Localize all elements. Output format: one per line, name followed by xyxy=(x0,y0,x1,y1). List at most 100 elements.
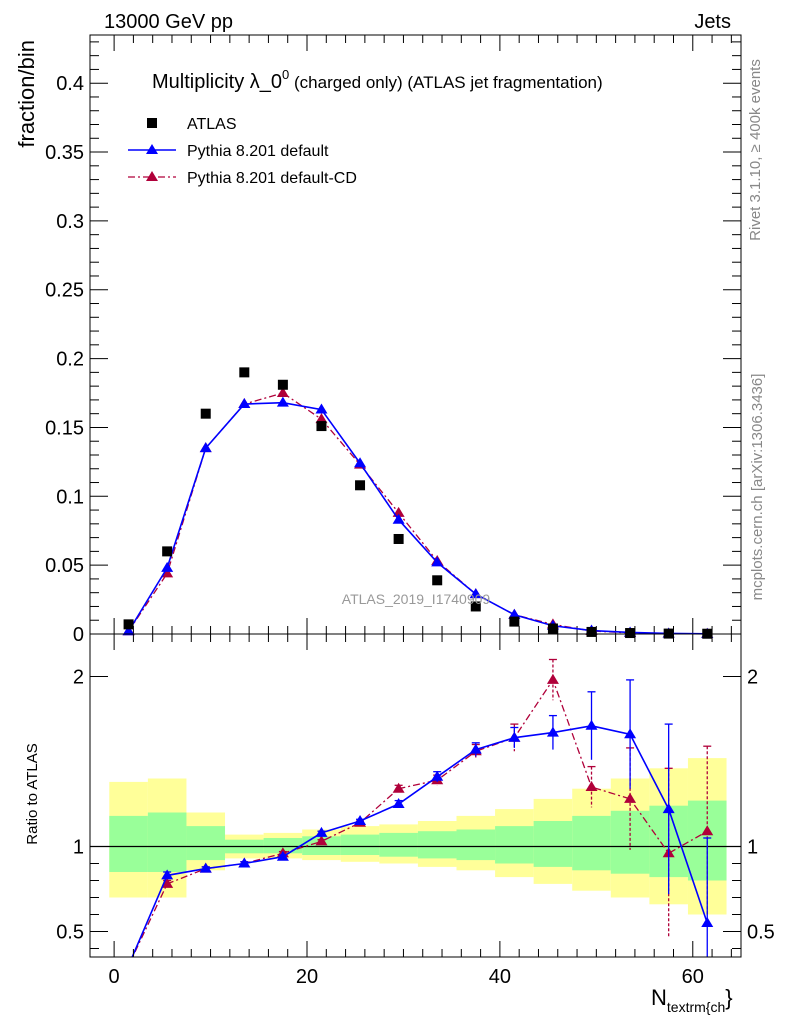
ratio-series-point xyxy=(585,719,598,730)
main-ytick-label: 0.3 xyxy=(56,211,84,233)
ratio-series-point xyxy=(315,826,328,837)
main-ytick-label: 0 xyxy=(73,624,84,646)
ratio-ylabel: Ratio to ATLAS xyxy=(24,743,41,844)
ratio-ytick-label: 0.5 xyxy=(56,922,84,944)
main-ytick-label: 0.4 xyxy=(56,73,84,95)
main-series-point xyxy=(392,513,405,524)
main-series-point xyxy=(315,413,328,424)
ratio-xtick-label: 20 xyxy=(296,966,318,988)
main-series-point xyxy=(315,403,328,414)
main-series-point xyxy=(354,457,367,468)
ratio-series-point xyxy=(392,782,405,793)
ratio-series-point xyxy=(508,731,521,742)
band-green xyxy=(109,815,148,872)
band-green xyxy=(186,826,226,861)
ratio-series-point xyxy=(431,770,444,781)
main-ylabel: fraction/bin xyxy=(14,40,39,148)
ratio-series-point xyxy=(199,862,212,873)
atlas-point xyxy=(316,421,327,432)
main-series-point xyxy=(276,396,289,407)
legend-label-atlas: ATLAS xyxy=(187,116,237,133)
ratio-frame xyxy=(89,633,742,958)
main-series-point xyxy=(161,567,174,578)
band-green xyxy=(302,836,341,855)
main-title-main: Multiplicity λ_0 xyxy=(152,71,282,93)
main-ytick-label: 0.1 xyxy=(56,486,84,508)
ratio-series-point xyxy=(123,960,135,970)
ratio-series-point xyxy=(701,917,714,927)
ratio-series-point xyxy=(585,781,598,791)
ratio-ytick-label: 2 xyxy=(73,667,84,689)
ratio-series-point xyxy=(546,673,559,684)
atlas-point xyxy=(123,619,134,630)
ratio-xtick-label: 40 xyxy=(489,966,511,988)
legend-label-default: Pythia 8.201 default xyxy=(187,143,329,160)
ratio-series-point xyxy=(624,728,637,739)
main-series-line xyxy=(127,401,708,635)
main-title-sup: 0 xyxy=(282,67,289,82)
atlas-point xyxy=(547,623,558,634)
ratio-series-line xyxy=(131,724,709,957)
atlas-point xyxy=(239,367,250,378)
band-green xyxy=(417,831,457,859)
ratio-series-point xyxy=(354,815,367,825)
main-series-point xyxy=(199,442,212,453)
atlas-point xyxy=(625,628,636,639)
main-title: Multiplicity λ_00 (charged only) (ATLAS … xyxy=(152,67,603,93)
side-label-bottom: mcplots.cern.ch [arXiv:1306.3436] xyxy=(749,374,766,601)
ratio-series-point xyxy=(238,857,251,868)
atlas-point xyxy=(162,546,173,557)
ratio-series-point xyxy=(662,803,675,814)
atlas-point xyxy=(355,480,366,491)
ratio-series-point xyxy=(624,792,637,803)
ratio-series-point xyxy=(469,743,482,754)
ratio-xlabel: Ntextrm{ch} xyxy=(651,985,733,1015)
ratio-xtick-label: 60 xyxy=(682,966,704,988)
ratio-panel: 0.5 0.51 12 20 20 40 60 xyxy=(56,633,775,988)
ratio-series-point xyxy=(161,869,174,880)
header-right: Jets xyxy=(694,11,731,33)
atlas-point xyxy=(432,575,443,586)
ratio-ytick-label-right: 0.5 xyxy=(747,922,775,944)
side-label-top: Rivet 3.1.10, ≥ 400k events xyxy=(747,59,764,241)
band-green xyxy=(533,821,573,867)
band-green xyxy=(456,829,496,861)
main-title-rest: (charged only) (ATLAS jet fragmentation) xyxy=(289,73,602,92)
legend: ATLAS Pythia 8.201 default Pythia 8.201 … xyxy=(128,116,357,187)
main-ytick-label: 0.2 xyxy=(56,349,84,371)
ratio-xtick-label: 0 xyxy=(109,966,120,988)
atlas-point xyxy=(470,601,481,612)
main-ytick-label: 0.35 xyxy=(45,142,84,164)
atlas-point xyxy=(393,533,404,544)
ratio-ytick-label-right: 2 xyxy=(747,667,758,689)
ratio-series-point xyxy=(315,835,328,846)
band-green xyxy=(610,810,650,874)
band-green xyxy=(379,832,418,857)
ratio-series-point xyxy=(546,726,559,737)
watermark: ATLAS_2019_I1740909 xyxy=(342,591,491,607)
main-series-point xyxy=(508,608,521,619)
band-green xyxy=(147,812,187,872)
ratio-xlabel-close: } xyxy=(725,985,732,1010)
main-series-point xyxy=(122,625,135,636)
legend-marker-default xyxy=(146,144,158,154)
main-ytick-label: 0.25 xyxy=(45,280,84,302)
main-ytick-label: 0.05 xyxy=(45,555,84,577)
header-left: 13000 GeV pp xyxy=(104,11,233,33)
band-green xyxy=(572,815,611,871)
ratio-series-point xyxy=(701,825,714,836)
main-panel: 0 0.05 0.1 0.15 0.2 0.25 0.3 0.35 0.4 xyxy=(45,34,742,646)
ratio-series-point xyxy=(123,960,135,970)
ratio-series-point xyxy=(161,877,174,888)
ratio-series-point xyxy=(392,798,405,808)
ratio-series-point xyxy=(276,850,289,861)
ratio-ytick-label-right: 1 xyxy=(747,837,758,859)
atlas-point xyxy=(200,408,211,419)
band-green xyxy=(263,838,303,854)
atlas-point xyxy=(277,379,288,390)
atlas-point xyxy=(509,616,520,627)
main-series-point xyxy=(161,561,174,572)
ratio-ytick-label: 1 xyxy=(73,837,84,859)
band-green xyxy=(495,826,534,864)
main-series-point xyxy=(431,556,444,567)
